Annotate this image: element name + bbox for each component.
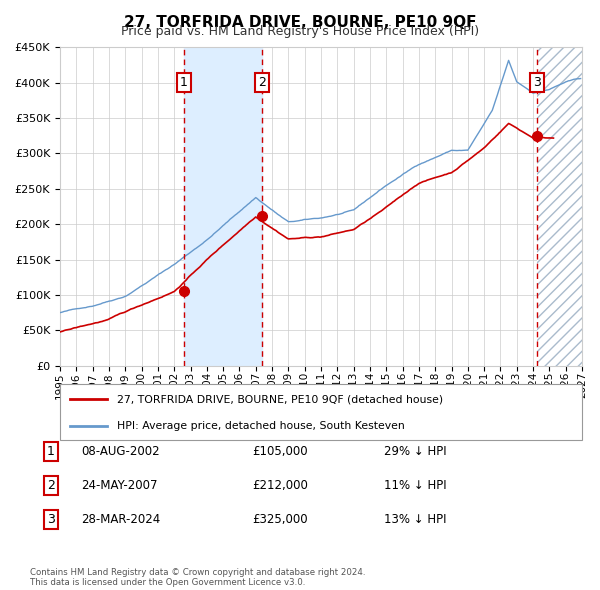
Text: HPI: Average price, detached house, South Kesteven: HPI: Average price, detached house, Sout… [118,421,405,431]
Text: 3: 3 [533,76,541,89]
Text: Price paid vs. HM Land Registry's House Price Index (HPI): Price paid vs. HM Land Registry's House … [121,25,479,38]
Text: £325,000: £325,000 [252,513,308,526]
Text: 24-MAY-2007: 24-MAY-2007 [81,479,157,492]
Text: 29% ↓ HPI: 29% ↓ HPI [384,445,446,458]
Text: Contains HM Land Registry data © Crown copyright and database right 2024.: Contains HM Land Registry data © Crown c… [30,568,365,577]
Bar [537,47,582,366]
Text: 11% ↓ HPI: 11% ↓ HPI [384,479,446,492]
Text: 28-MAR-2024: 28-MAR-2024 [81,513,160,526]
Text: £212,000: £212,000 [252,479,308,492]
Text: 27, TORFRIDA DRIVE, BOURNE, PE10 9QF: 27, TORFRIDA DRIVE, BOURNE, PE10 9QF [124,15,476,30]
Text: 1: 1 [180,76,188,89]
Text: 13% ↓ HPI: 13% ↓ HPI [384,513,446,526]
Text: 2: 2 [259,76,266,89]
Text: 08-AUG-2002: 08-AUG-2002 [81,445,160,458]
Text: £105,000: £105,000 [252,445,308,458]
Text: 2: 2 [47,479,55,492]
Text: 3: 3 [47,513,55,526]
Text: 1: 1 [47,445,55,458]
Bar [184,47,262,366]
Text: 27, TORFRIDA DRIVE, BOURNE, PE10 9QF (detached house): 27, TORFRIDA DRIVE, BOURNE, PE10 9QF (de… [118,394,443,404]
Text: This data is licensed under the Open Government Licence v3.0.: This data is licensed under the Open Gov… [30,578,305,587]
FancyBboxPatch shape [60,384,582,440]
